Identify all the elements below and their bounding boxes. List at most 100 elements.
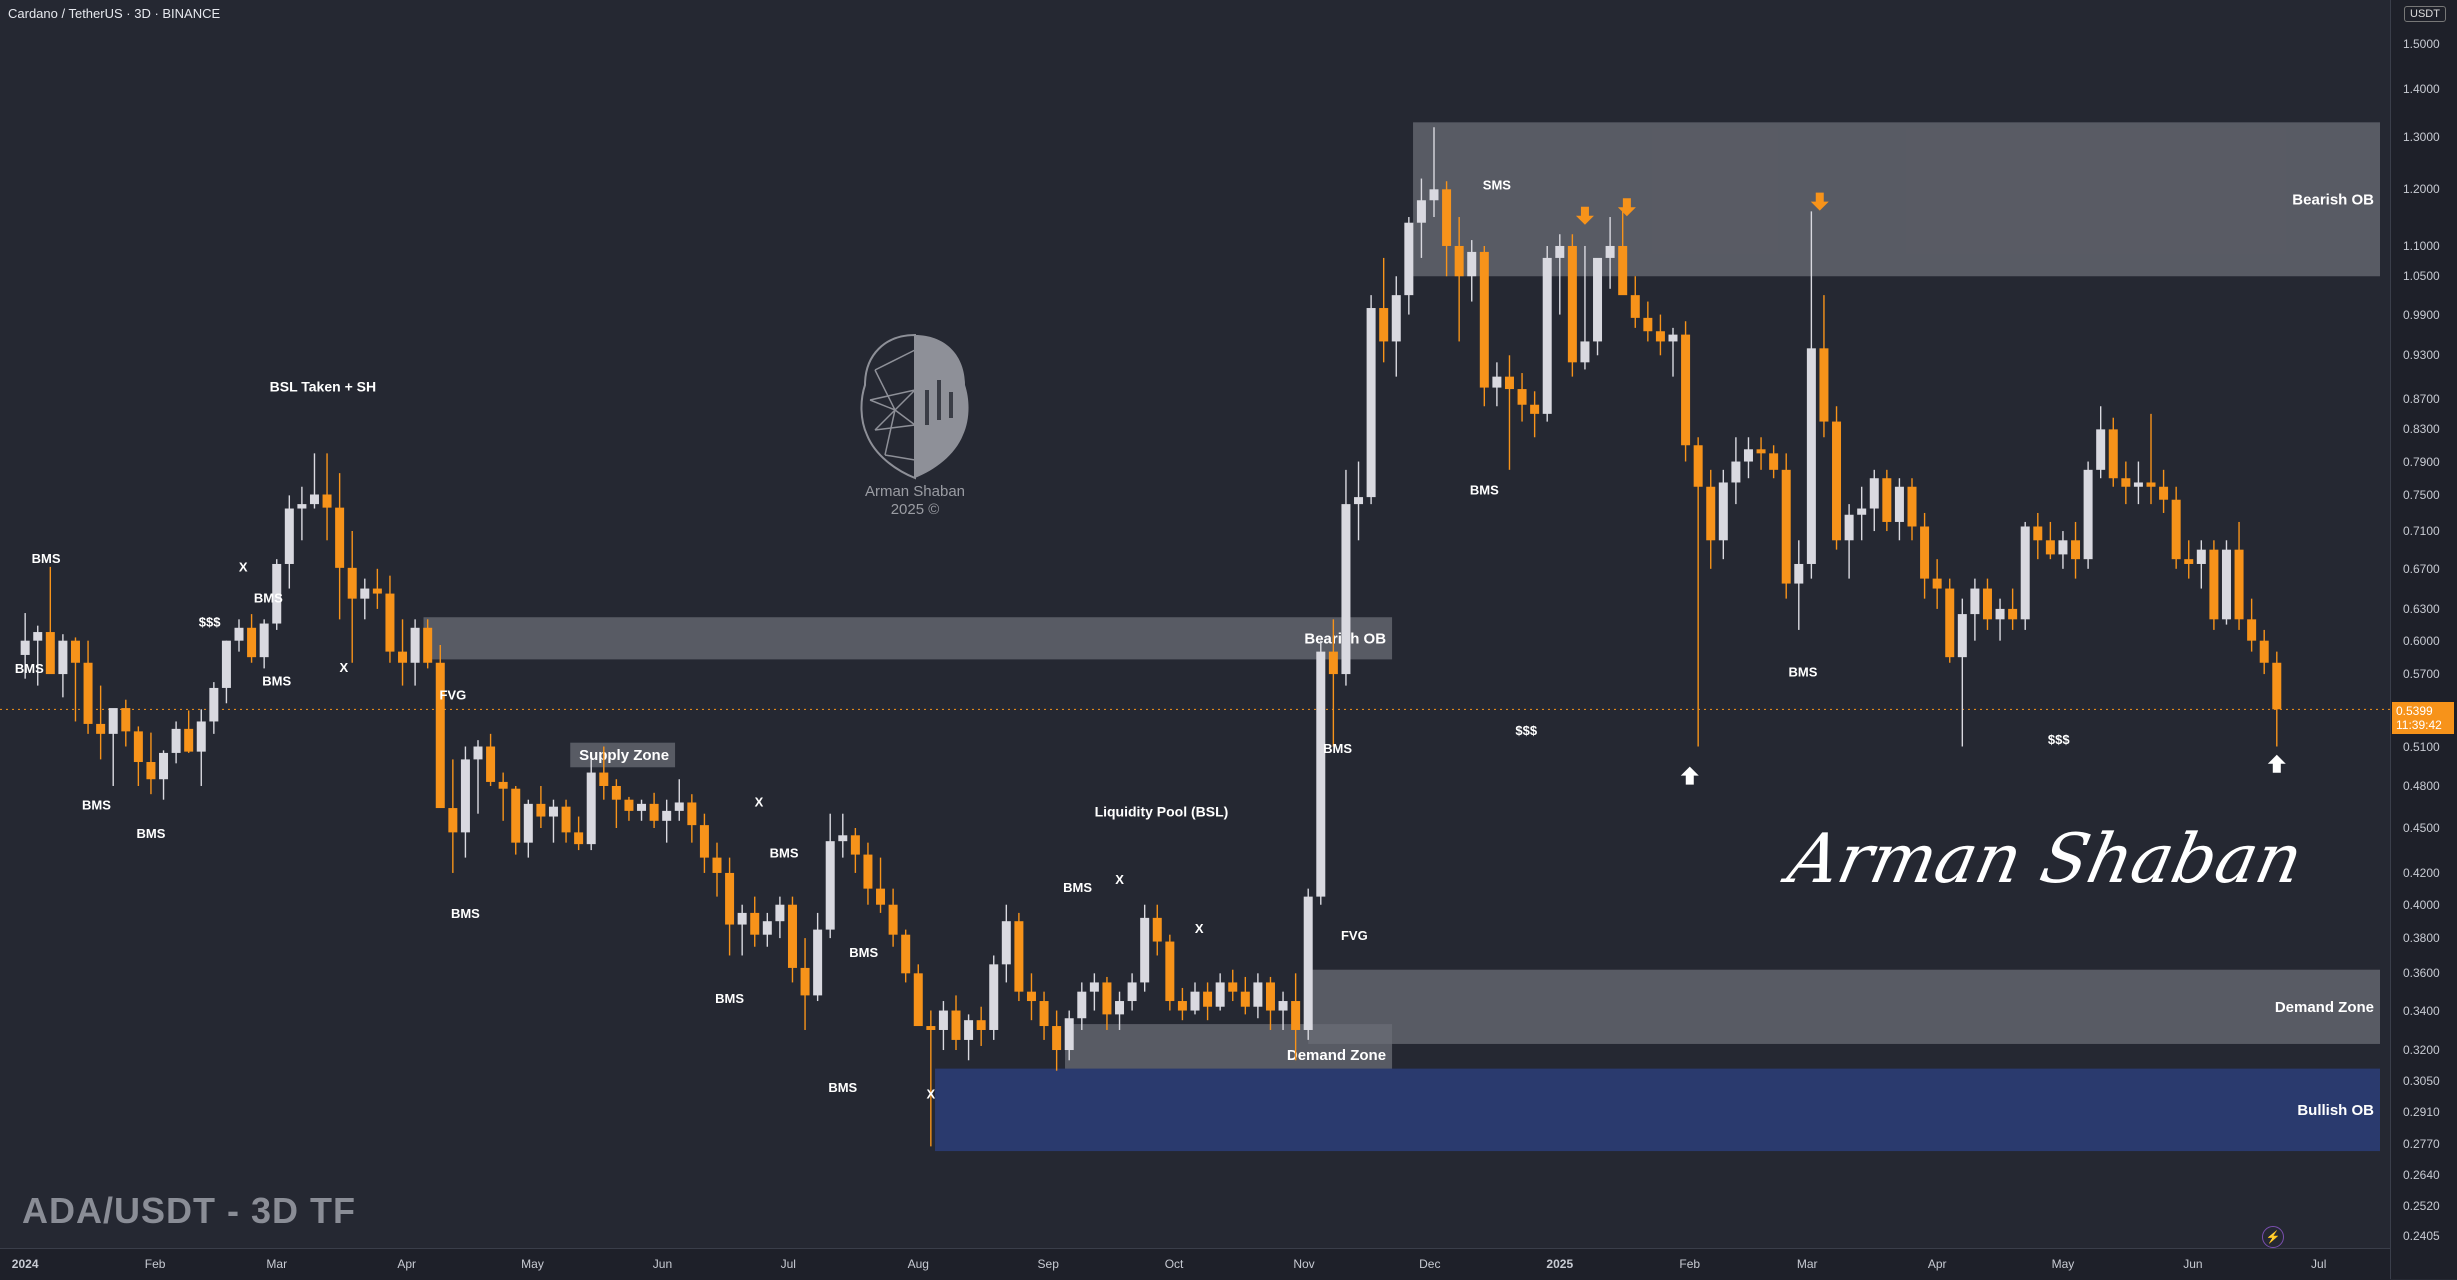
- candle-body-37: [486, 746, 496, 782]
- candle-body-178: [2259, 640, 2269, 663]
- time-tick-11: Dec: [1419, 1257, 1441, 1271]
- candle-body-66: [850, 835, 860, 855]
- annotation-14: BMS: [32, 551, 61, 566]
- candle-body-41: [536, 803, 546, 817]
- price-tick-20: 0.4200: [2403, 865, 2440, 880]
- price-tick-1: 1.4000: [2403, 81, 2440, 96]
- time-tick-17: Jun: [2183, 1257, 2203, 1271]
- candle-body-153: [1945, 588, 1955, 658]
- candle-body-44: [574, 832, 584, 845]
- candle-body-172: [2184, 559, 2194, 564]
- candle-body-84: [1077, 991, 1087, 1019]
- price-tick-27: 0.2910: [2403, 1104, 2440, 1119]
- time-axis[interactable]: 2024 Feb Mar Apr May Jun Jul Aug Sep Oct Nov Dec 202…: [0, 1248, 2390, 1280]
- candle-body-141: [1794, 563, 1804, 584]
- flash-icon[interactable]: ⚡: [2262, 1226, 2284, 1248]
- annotations-layer: BSL Taken + SH Liquidity Pool (BSL) FVG FVG…: [15, 177, 2286, 1102]
- price-tick-24: 0.3400: [2403, 1003, 2440, 1018]
- price-tick-23: 0.3600: [2403, 966, 2440, 981]
- annotation-3: FVG: [1341, 928, 1368, 943]
- bar-countdown: 11:39:42: [2396, 718, 2442, 732]
- candle-body-98: [1253, 982, 1263, 1007]
- candle-body-23: [309, 494, 319, 505]
- candle-body-142: [1806, 348, 1816, 564]
- chart-title: Cardano / TetherUS · 3D · BINANCE: [8, 6, 221, 21]
- annotation-28: BMS: [1789, 664, 1818, 679]
- candle-body-139: [1769, 453, 1779, 470]
- candle-body-82: [1052, 1026, 1062, 1051]
- candle-body-15: [209, 687, 219, 722]
- candle-body-87: [1115, 1001, 1125, 1015]
- candle-body-156: [1982, 588, 1992, 620]
- price-tick-25: 0.3200: [2403, 1043, 2440, 1058]
- arrow-up-icon-4: [2267, 754, 2286, 773]
- candle-body-6: [96, 723, 106, 734]
- candle-body-38: [498, 781, 508, 789]
- price-tick-29: 0.2640: [2403, 1168, 2440, 1183]
- candle-body-83: [1064, 1018, 1074, 1051]
- candle-body-85: [1089, 982, 1099, 992]
- time-tick-10: Nov: [1293, 1257, 1315, 1271]
- candle-body-57: [737, 912, 747, 925]
- candle-body-0: [20, 640, 30, 655]
- arrow-down-icon-1: [1617, 198, 1636, 217]
- candle-body-48: [624, 799, 634, 811]
- candle-body-154: [1957, 614, 1967, 658]
- brain-logo: [860, 333, 969, 480]
- candle-body-21: [284, 508, 294, 564]
- price-tick-12: 0.7100: [2403, 524, 2440, 539]
- candle-body-50: [649, 803, 659, 821]
- candle-body-103: [1316, 651, 1326, 897]
- price-tick-21: 0.4000: [2403, 897, 2440, 912]
- price-tick-14: 0.6300: [2403, 601, 2440, 616]
- candle-body-94: [1203, 991, 1213, 1007]
- candle-body-71: [913, 973, 923, 1027]
- candle-body-10: [146, 762, 156, 780]
- candle-body-9: [133, 731, 143, 763]
- price-tick-8: 0.8700: [2403, 391, 2440, 406]
- currency-badge[interactable]: USDT: [2404, 6, 2446, 22]
- candle-body-123: [1567, 245, 1577, 363]
- candle-body-143: [1819, 348, 1829, 422]
- candle-body-177: [2247, 619, 2257, 641]
- candle-body-16: [221, 640, 231, 688]
- candle-body-27: [360, 588, 370, 599]
- candle-body-150: [1907, 486, 1917, 527]
- candle-body-43: [561, 806, 571, 833]
- candle-body-42: [548, 806, 558, 817]
- candle-body-157: [1995, 608, 2005, 620]
- candle-body-133: [1693, 445, 1703, 487]
- candle-body-19: [259, 623, 269, 658]
- candle-body-106: [1354, 497, 1364, 505]
- candle-body-28: [372, 588, 382, 594]
- candle-body-67: [863, 854, 873, 889]
- candle-body-25: [335, 507, 345, 568]
- candle-body-90: [1152, 917, 1162, 942]
- candle-body-169: [2146, 482, 2156, 487]
- annotation-6: $$$: [1515, 723, 1537, 738]
- candle-body-118: [1504, 376, 1514, 390]
- annotation-25: BMS: [1063, 880, 1092, 895]
- candle-body-40: [523, 803, 533, 843]
- candle-body-49: [637, 803, 647, 811]
- annotation-9: X: [339, 660, 348, 675]
- candle-body-101: [1291, 1001, 1301, 1030]
- candle-body-176: [2234, 549, 2244, 620]
- annotation-8: X: [239, 560, 248, 575]
- candle-body-45: [586, 772, 596, 845]
- candle-body-179: [2272, 662, 2282, 710]
- candle-body-60: [775, 904, 785, 922]
- author-signature: Arman Shaban: [1781, 820, 2310, 899]
- candle-body-160: [2033, 526, 2043, 541]
- candle-body-125: [1593, 257, 1603, 342]
- annotation-11: X: [1115, 872, 1124, 887]
- candle-body-164: [2083, 469, 2093, 560]
- candle-body-5: [83, 662, 93, 724]
- candle-body-151: [1920, 526, 1930, 579]
- zone-label-3: Demand Zone: [2275, 999, 2374, 1016]
- candle-body-74: [951, 1010, 961, 1040]
- price-tick-22: 0.3800: [2403, 931, 2440, 946]
- price-axis[interactable]: 1.5000 1.4000 1.3000 1.2000 1.1000 1.0500 0.99…: [2390, 0, 2457, 1279]
- candle-body-39: [511, 788, 521, 843]
